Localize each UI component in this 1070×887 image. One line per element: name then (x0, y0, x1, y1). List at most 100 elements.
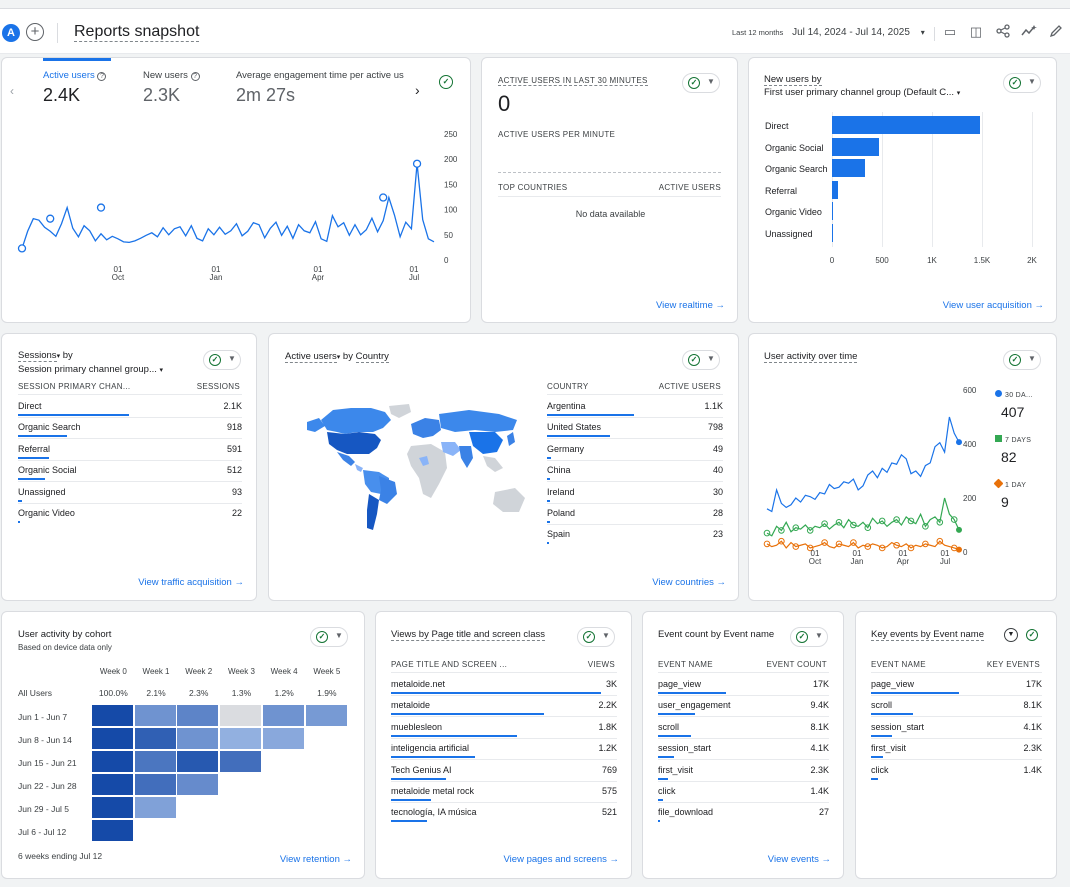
card-title[interactable]: Active users▾ by Country (285, 351, 389, 363)
check-dropdown[interactable]: ✓ ▼ (790, 627, 828, 647)
bar[interactable] (832, 159, 865, 177)
x-tick-month: Apr (897, 557, 910, 566)
cohort-cell[interactable] (134, 751, 176, 772)
cohort-cell[interactable] (220, 751, 262, 772)
cohort-cell[interactable] (134, 797, 176, 818)
check-dropdown[interactable]: ✓ ▼ (682, 350, 720, 370)
check-circle-icon: ✓ (796, 631, 808, 643)
chevron-down-icon: ▼ (335, 631, 343, 640)
row-label: scroll (871, 700, 893, 711)
last-point[interactable] (956, 546, 962, 553)
add-comparison-icon[interactable]: + (26, 23, 44, 41)
check-circle-icon: ✓ (688, 354, 700, 366)
metric-tab-new-users[interactable]: New users ? 2.3K (143, 70, 200, 106)
cohort-cell[interactable] (220, 705, 262, 726)
data-point[interactable] (96, 203, 106, 212)
check-dropdown[interactable]: ✓ ▼ (310, 627, 348, 647)
all-users-value: 1.9% (317, 688, 337, 698)
dimension-selector[interactable]: First user primary channel group (Defaul… (764, 87, 960, 98)
last-point[interactable] (956, 526, 962, 533)
check-dropdown[interactable]: ✓ ▼ (1003, 350, 1041, 370)
bar[interactable] (832, 180, 838, 199)
check-circle-icon: ✓ (1009, 354, 1021, 366)
view-countries-link[interactable]: View countries → (652, 577, 726, 588)
metric-value: 2.4K (43, 85, 81, 105)
cohort-cell[interactable] (134, 705, 176, 726)
date-range-picker[interactable]: Last 12 months Jul 14, 2024 - Jul 14, 20… (732, 27, 925, 38)
view-pages-link[interactable]: View pages and screens → (504, 854, 619, 865)
gridline (1032, 112, 1033, 247)
view-events-link[interactable]: View events → (768, 854, 831, 865)
all-users-label: All Users (18, 688, 53, 698)
bar[interactable] (832, 223, 833, 242)
cohort-cell[interactable] (92, 728, 133, 749)
x-tick-day: 01 (212, 265, 221, 274)
cohort-cell[interactable] (92, 751, 133, 772)
compare-icon[interactable]: ◫ (969, 24, 983, 39)
bar[interactable] (832, 137, 879, 156)
check-dropdown[interactable]: ✓ ▼ (203, 350, 241, 370)
data-point (878, 517, 886, 525)
x-tick-month: Jan (210, 273, 223, 282)
check-circle-icon[interactable]: ✓ (439, 75, 453, 89)
row-bar (547, 478, 551, 481)
card-title[interactable]: Sessions▾ by (18, 350, 73, 362)
cohort-cell[interactable] (262, 705, 304, 726)
cohort-cell[interactable] (220, 728, 262, 749)
cohort-cell[interactable] (177, 751, 219, 772)
cohort-cell[interactable] (134, 774, 176, 795)
data-point (950, 516, 958, 523)
data-point[interactable] (46, 214, 55, 223)
chevron-left-icon[interactable]: ‹ (10, 84, 14, 98)
dimension-selector[interactable]: Session primary channel group... ▾ (18, 364, 163, 375)
cohort-cell[interactable] (92, 820, 133, 841)
data-point[interactable] (379, 193, 388, 202)
chevron-right-icon[interactable]: › (415, 82, 420, 98)
cohort-cell[interactable] (92, 774, 133, 795)
insights-icon[interactable] (1021, 24, 1037, 40)
row-value: 1.4K (810, 786, 829, 796)
metric-tab-engagement[interactable]: Average engagement time per active us 2m… (236, 70, 410, 106)
new-users-bar-chart: 0 500 1K 1.5K 2K Direct Organic Social Organic … (749, 108, 1056, 273)
cohort-cell[interactable] (92, 797, 133, 818)
check-dropdown[interactable]: ✓ ▼ (577, 627, 615, 647)
chevron-down-icon: ▾ (956, 90, 961, 97)
cohort-cell[interactable] (177, 728, 219, 749)
check-dropdown[interactable]: ✓ ▼ (1003, 73, 1041, 93)
check-dropdown[interactable]: ✓ ▼ (682, 73, 720, 93)
bar[interactable] (832, 202, 833, 220)
cohort-cell[interactable] (262, 728, 304, 749)
row-bar (391, 713, 545, 716)
cohort-cell[interactable] (92, 705, 133, 726)
data-point[interactable] (17, 244, 27, 253)
view-user-acquisition-link[interactable]: View user acquisition → (943, 300, 1044, 311)
cohort-cell[interactable] (305, 705, 347, 726)
legend-label: 1 DAY (1005, 482, 1027, 489)
cohort-cell[interactable] (134, 728, 176, 749)
filter-icon[interactable]: ▼ (1004, 628, 1018, 642)
share-icon[interactable] (995, 24, 1011, 40)
map-india (459, 446, 473, 468)
per-minute-baseline (498, 172, 721, 173)
card-title[interactable]: New users by (764, 74, 822, 86)
row-label: metaloide.net (391, 679, 446, 689)
annotation-icon[interactable]: ▭ (943, 24, 957, 39)
metric-tab-active-users[interactable]: Active users ? 2.4K (43, 70, 107, 106)
gridline (982, 112, 983, 247)
edit-icon[interactable] (1048, 24, 1064, 40)
map-greenland (389, 404, 411, 418)
data-point[interactable] (412, 159, 422, 168)
last-point[interactable] (956, 439, 962, 446)
view-traffic-acquisition-link[interactable]: View traffic acquisition → (138, 577, 244, 588)
cohort-cell[interactable] (177, 774, 219, 795)
view-retention-link[interactable]: View retention → (280, 854, 352, 865)
cohort-cell[interactable] (177, 705, 219, 726)
view-realtime-link[interactable]: View realtime → (656, 300, 725, 311)
col-header: SESSION PRIMARY CHAN... (18, 382, 131, 391)
bar[interactable] (832, 116, 980, 134)
new-users-card: New users by First user primary channel … (748, 57, 1057, 323)
category-label: Organic Video (765, 207, 822, 217)
row-bar (391, 756, 475, 759)
avatar[interactable]: A (2, 24, 20, 42)
check-circle-icon[interactable]: ✓ (1026, 629, 1038, 641)
